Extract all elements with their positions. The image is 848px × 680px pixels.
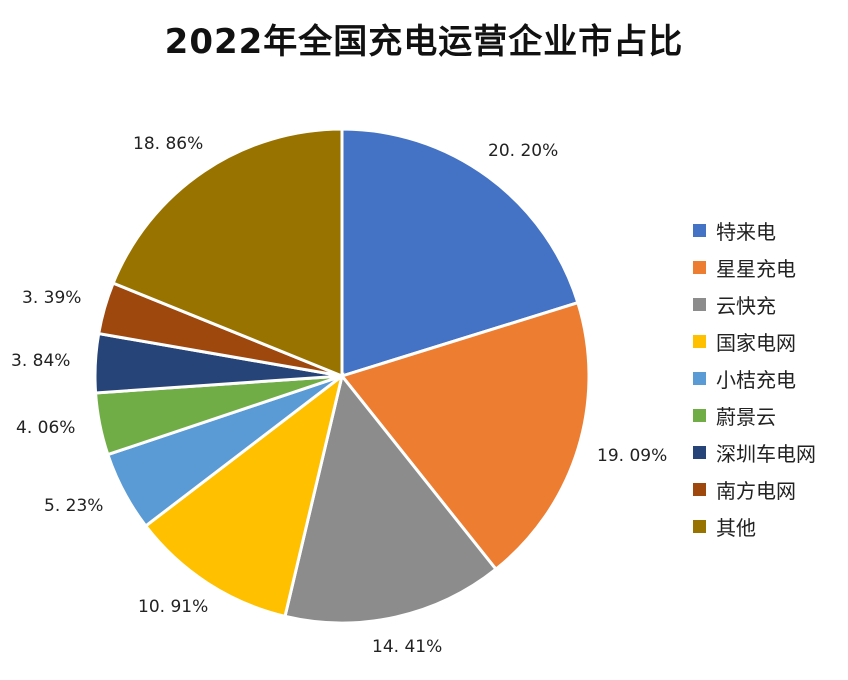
data-label: 3. 84% bbox=[11, 351, 71, 371]
legend-item: 其他 bbox=[693, 508, 816, 545]
legend-swatch-icon bbox=[693, 261, 706, 274]
legend-swatch-icon bbox=[693, 483, 706, 496]
pie-slice bbox=[340, 127, 580, 379]
legend-item: 云快充 bbox=[693, 286, 816, 323]
legend-label: 南方电网 bbox=[716, 479, 796, 503]
legend-swatch-icon bbox=[693, 335, 706, 348]
legend-label: 深圳车电网 bbox=[716, 442, 816, 466]
legend-item: 深圳车电网 bbox=[693, 434, 816, 471]
legend-item: 蔚景云 bbox=[693, 397, 816, 434]
data-label: 14. 41% bbox=[372, 637, 443, 657]
pie-slice bbox=[339, 300, 591, 572]
data-label: 5. 23% bbox=[44, 496, 104, 516]
legend-item: 国家电网 bbox=[693, 323, 816, 360]
pie-slice bbox=[111, 127, 344, 379]
legend-label: 云快充 bbox=[716, 294, 776, 318]
data-label: 10. 91% bbox=[138, 597, 209, 617]
legend-swatch-icon bbox=[693, 409, 706, 422]
legend-item: 星星充电 bbox=[693, 249, 816, 286]
data-label: 3. 39% bbox=[22, 288, 82, 308]
data-label: 19. 09% bbox=[597, 446, 668, 466]
legend-label: 蔚景云 bbox=[716, 405, 776, 429]
legend-label: 小桔充电 bbox=[716, 368, 796, 392]
legend-label: 星星充电 bbox=[716, 257, 796, 281]
legend-item: 南方电网 bbox=[693, 471, 816, 508]
pie-slice bbox=[143, 372, 345, 619]
data-label: 20. 20% bbox=[488, 141, 559, 161]
legend-swatch-icon bbox=[693, 446, 706, 459]
chart-title: 2022年全国充电运营企业市占比 bbox=[164, 22, 684, 62]
legend-label: 其他 bbox=[716, 516, 756, 540]
legend-item: 特来电 bbox=[693, 212, 816, 249]
legend-label: 特来电 bbox=[716, 220, 776, 244]
legend-swatch-icon bbox=[693, 224, 706, 237]
legend-swatch-icon bbox=[693, 372, 706, 385]
pie-slice bbox=[283, 372, 499, 625]
legend-swatch-icon bbox=[693, 520, 706, 533]
legend-item: 小桔充电 bbox=[693, 360, 816, 397]
data-label: 4. 06% bbox=[16, 418, 76, 438]
legend: 特来电星星充电云快充国家电网小桔充电蔚景云深圳车电网南方电网其他 bbox=[693, 212, 816, 545]
legend-label: 国家电网 bbox=[716, 331, 796, 355]
legend-swatch-icon bbox=[693, 298, 706, 311]
data-label: 18. 86% bbox=[133, 134, 204, 154]
